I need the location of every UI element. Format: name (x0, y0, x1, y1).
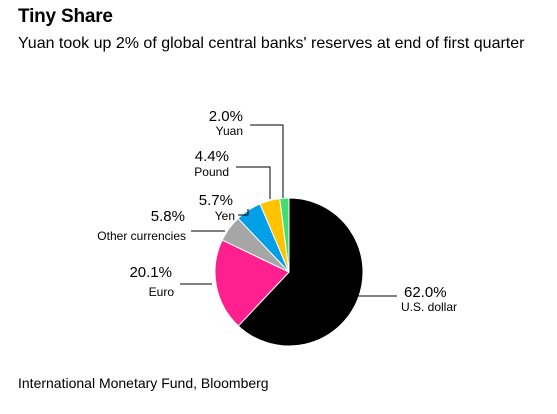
value-label-euro: 20.1% (129, 264, 172, 281)
chart-title: Tiny Share (18, 6, 113, 27)
slice-labels: 62.0%U.S. dollar 20.1% Euro 5.8% Other curre… (97, 108, 457, 314)
leader-line-yuan (250, 124, 284, 198)
pie-slices (214, 197, 364, 347)
leader-line-pound (236, 166, 271, 199)
value-label-u-s-dollar: 62.0% (404, 284, 447, 301)
category-label-pound: Pound (194, 165, 229, 179)
category-label-yuan: Yuan (216, 124, 243, 138)
value-label-yen: 5.7% (199, 192, 233, 209)
category-label-other-currencies: Other currencies (97, 229, 186, 243)
category-label-yen: Yen (215, 209, 235, 223)
pie-slice-euro (214, 239, 290, 327)
value-label-pound: 4.4% (195, 148, 229, 165)
leader-lines (180, 124, 397, 297)
value-label-other-currencies: 5.8% (151, 208, 185, 225)
value-label-yuan: 2.0% (209, 108, 243, 125)
pie-slice-yuan (279, 197, 290, 273)
category-label-euro: Euro (149, 285, 175, 299)
pie-slice-u-s-dollar (237, 197, 364, 347)
source-note: International Monetary Fund, Bloomberg (18, 375, 269, 391)
chart-subtitle: Yuan took up 2% of global central banks'… (18, 35, 525, 52)
leader-line-yen (238, 209, 249, 216)
category-label-u-s-dollar: U.S. dollar (401, 300, 457, 314)
